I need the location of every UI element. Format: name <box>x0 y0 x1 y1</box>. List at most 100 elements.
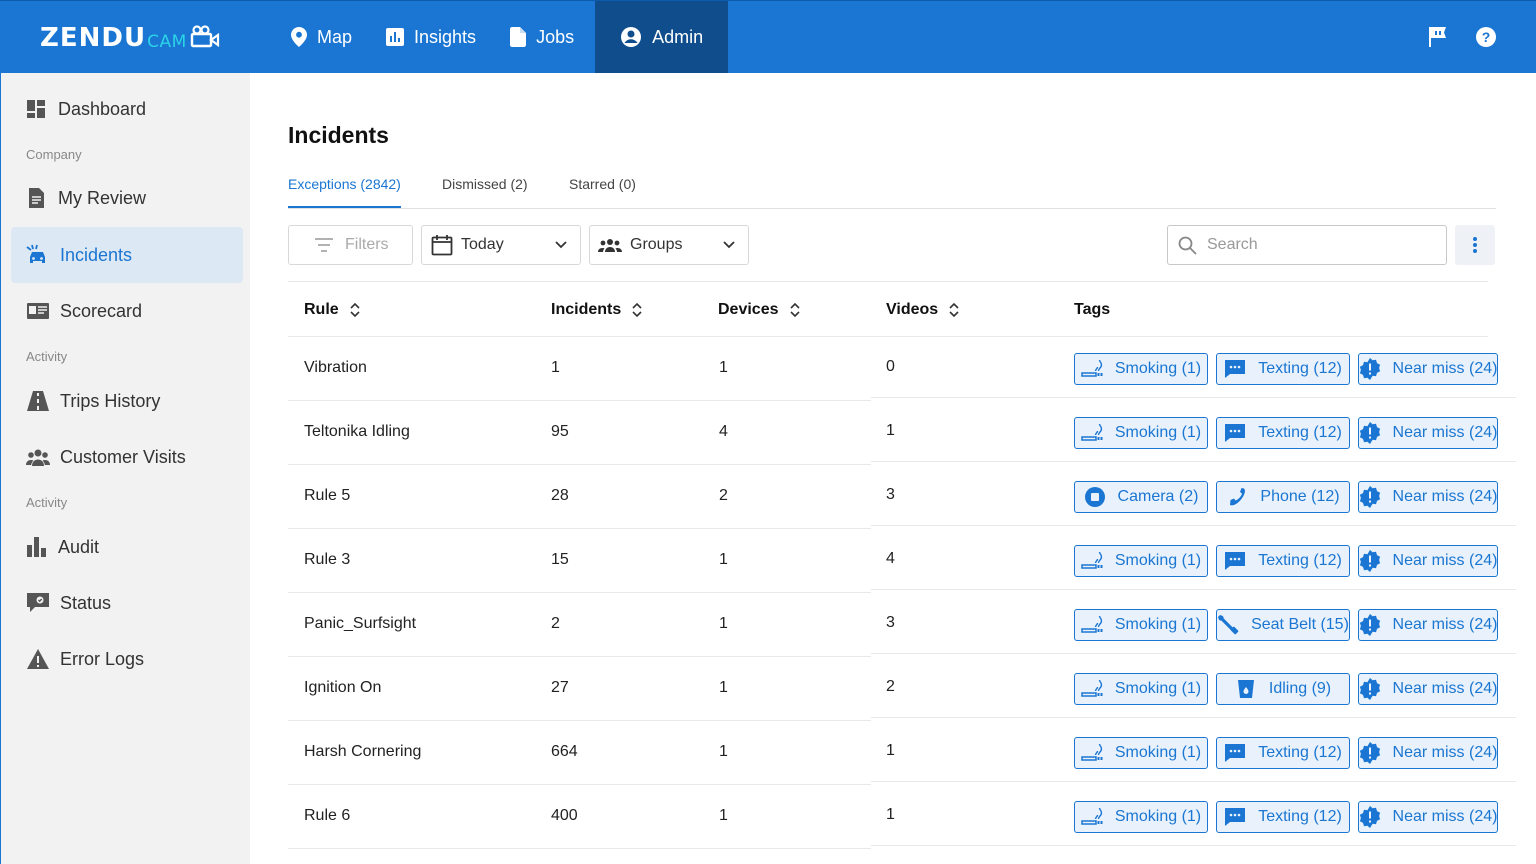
table-row[interactable]: Rule 6 400 1 1 Smoking (1) Texting (12) Near m… <box>288 785 1516 849</box>
nav-admin[interactable]: Admin <box>595 1 729 73</box>
sidebar-item-audit[interactable]: Audit <box>11 519 243 575</box>
tag-chip[interactable]: Smoking (1) <box>1074 737 1208 769</box>
tag-chip[interactable]: Texting (12) <box>1216 801 1350 833</box>
smoking-icon <box>1081 423 1109 443</box>
cell-videos: 0 <box>886 358 895 375</box>
table-row[interactable]: Teltonika Idling 95 4 1 Smoking (1) Texting (… <box>288 401 1516 465</box>
tag-chip[interactable]: Smoking (1) <box>1074 417 1208 449</box>
chevron-down-icon <box>555 241 567 249</box>
tag-chip[interactable]: Smoking (1) <box>1074 353 1208 385</box>
sidebar-item-incidents[interactable]: Incidents <box>11 227 243 283</box>
tag-chip[interactable]: Idling (9) <box>1216 673 1350 705</box>
fuel-cup-icon <box>1235 678 1263 700</box>
column-header-tags: Tags <box>1074 282 1110 337</box>
alert-badge-icon <box>1359 614 1387 636</box>
sort-icon <box>350 302 360 317</box>
sidebar-item-trips-history[interactable]: Trips History <box>11 373 243 429</box>
row-divider <box>871 781 1516 782</box>
row-divider <box>288 848 871 849</box>
sidebar-item-my-review[interactable]: My Review <box>11 170 243 226</box>
row-divider <box>871 461 1516 462</box>
date-range-select[interactable]: Today <box>421 225 581 265</box>
tag-chip[interactable]: Near miss (24) <box>1358 481 1498 513</box>
sidebar-item-dashboard[interactable]: Dashboard <box>11 81 243 137</box>
tag-chip[interactable]: Phone (12) <box>1216 481 1350 513</box>
zenducam-logo[interactable]: ZENDU CAM <box>40 23 220 53</box>
sidebar-item-error-logs[interactable]: Error Logs <box>11 631 243 687</box>
tag-chip[interactable]: Texting (12) <box>1216 737 1350 769</box>
warning-icon <box>27 649 49 669</box>
row-divider <box>288 528 871 529</box>
review-document-icon <box>29 188 44 208</box>
nav-map-label: Map <box>317 26 353 47</box>
table-row[interactable]: Rule 3 15 1 4 Smoking (1) Texting (12) Near mi… <box>288 529 1516 593</box>
table-row[interactable]: Panic_Surfsight 2 1 3 Smoking (1) Seat Belt (… <box>288 593 1516 657</box>
column-header-videos[interactable]: Videos <box>886 282 960 337</box>
status-chat-icon <box>27 593 49 612</box>
table-row[interactable]: Ignition On 27 1 2 Smoking (1) Idling (9) Near… <box>288 657 1516 721</box>
tab-starred[interactable]: Starred (0) <box>569 176 636 192</box>
tab-dismissed[interactable]: Dismissed (2) <box>442 176 528 192</box>
sidebar-item-label: Trips History <box>60 390 161 411</box>
column-header-devices[interactable]: Devices <box>718 282 801 337</box>
more-options-button[interactable] <box>1455 225 1495 265</box>
column-header-label: Incidents <box>551 300 622 318</box>
cell-rule: Rule 3 <box>304 551 351 568</box>
sidebar-item-label: My Review <box>58 187 147 208</box>
nav-admin-label: Admin <box>652 26 704 47</box>
tag-chip[interactable]: Near miss (24) <box>1358 609 1498 641</box>
table-row[interactable]: Rule 5 28 2 3 Camera (2) Phone (12) Near miss … <box>288 465 1516 529</box>
sidebar-item-customer-visits[interactable]: Customer Visits <box>11 429 243 485</box>
tag-label: Phone (12) <box>1260 488 1340 505</box>
tab-exceptions[interactable]: Exceptions (2842) <box>288 176 401 208</box>
document-icon <box>510 27 527 47</box>
tag-chip[interactable]: Near miss (24) <box>1358 417 1498 449</box>
sidebar-item-label: Customer Visits <box>60 446 186 467</box>
tag-chip[interactable]: Smoking (1) <box>1074 609 1208 641</box>
nav-jobs[interactable]: Jobs <box>497 1 587 73</box>
tag-chip[interactable]: Smoking (1) <box>1074 545 1208 577</box>
smoking-icon <box>1081 743 1109 763</box>
tag-chip[interactable]: Seat Belt (15) <box>1216 609 1350 641</box>
cell-rule: Teltonika Idling <box>304 423 410 440</box>
table-row[interactable]: Vibration 1 1 0 Smoking (1) Texting (12) Near … <box>288 337 1516 401</box>
row-divider <box>871 717 1516 718</box>
tag-chip[interactable]: Near miss (24) <box>1358 545 1498 577</box>
table-row[interactable]: Harsh Cornering 664 1 1 Smoking (1) Texting (… <box>288 721 1516 785</box>
tag-chip[interactable]: Smoking (1) <box>1074 673 1208 705</box>
groups-icon <box>598 239 622 252</box>
nav-map[interactable]: Map <box>278 1 365 73</box>
tag-chip[interactable]: Texting (12) <box>1216 545 1350 577</box>
groups-select[interactable]: Groups <box>589 225 749 265</box>
tag-label: Smoking (1) <box>1114 808 1202 825</box>
column-header-incidents[interactable]: Incidents <box>551 282 643 337</box>
tag-chip[interactable]: Smoking (1) <box>1074 801 1208 833</box>
search-input[interactable] <box>1207 236 1427 254</box>
tag-chip[interactable]: Near miss (24) <box>1358 801 1498 833</box>
cell-rule: Rule 5 <box>304 487 351 504</box>
tag-label: Near miss (24) <box>1392 616 1498 633</box>
car-crash-icon <box>26 244 45 263</box>
sidebar-section-activity: Activity <box>26 349 68 364</box>
row-divider <box>288 400 871 401</box>
tag-chip[interactable]: Near miss (24) <box>1358 737 1498 769</box>
sidebar-item-scorecard[interactable]: Scorecard <box>11 283 243 339</box>
tag-chip[interactable]: Camera (2) <box>1074 481 1208 513</box>
tag-chip[interactable]: Near miss (24) <box>1358 353 1498 385</box>
sidebar-item-status[interactable]: Status <box>11 575 243 631</box>
seatbelt-icon <box>1217 614 1245 636</box>
tag-label: Near miss (24) <box>1392 680 1498 697</box>
road-icon <box>27 391 49 411</box>
column-header-rule[interactable]: Rule <box>304 282 361 337</box>
main-nav: Map Insights Jobs Admin <box>278 1 736 73</box>
cell-videos: 4 <box>886 550 895 567</box>
help-icon[interactable]: ? <box>1474 25 1498 49</box>
search-box[interactable] <box>1167 225 1447 265</box>
nav-insights[interactable]: Insights <box>373 1 489 73</box>
tag-chip[interactable]: Near miss (24) <box>1358 673 1498 705</box>
feedback-flag-icon[interactable] <box>1426 25 1450 49</box>
tag-label: Texting (12) <box>1258 424 1342 441</box>
tag-chip[interactable]: Texting (12) <box>1216 353 1350 385</box>
filters-button[interactable]: Filters <box>288 225 413 265</box>
tag-chip[interactable]: Texting (12) <box>1216 417 1350 449</box>
